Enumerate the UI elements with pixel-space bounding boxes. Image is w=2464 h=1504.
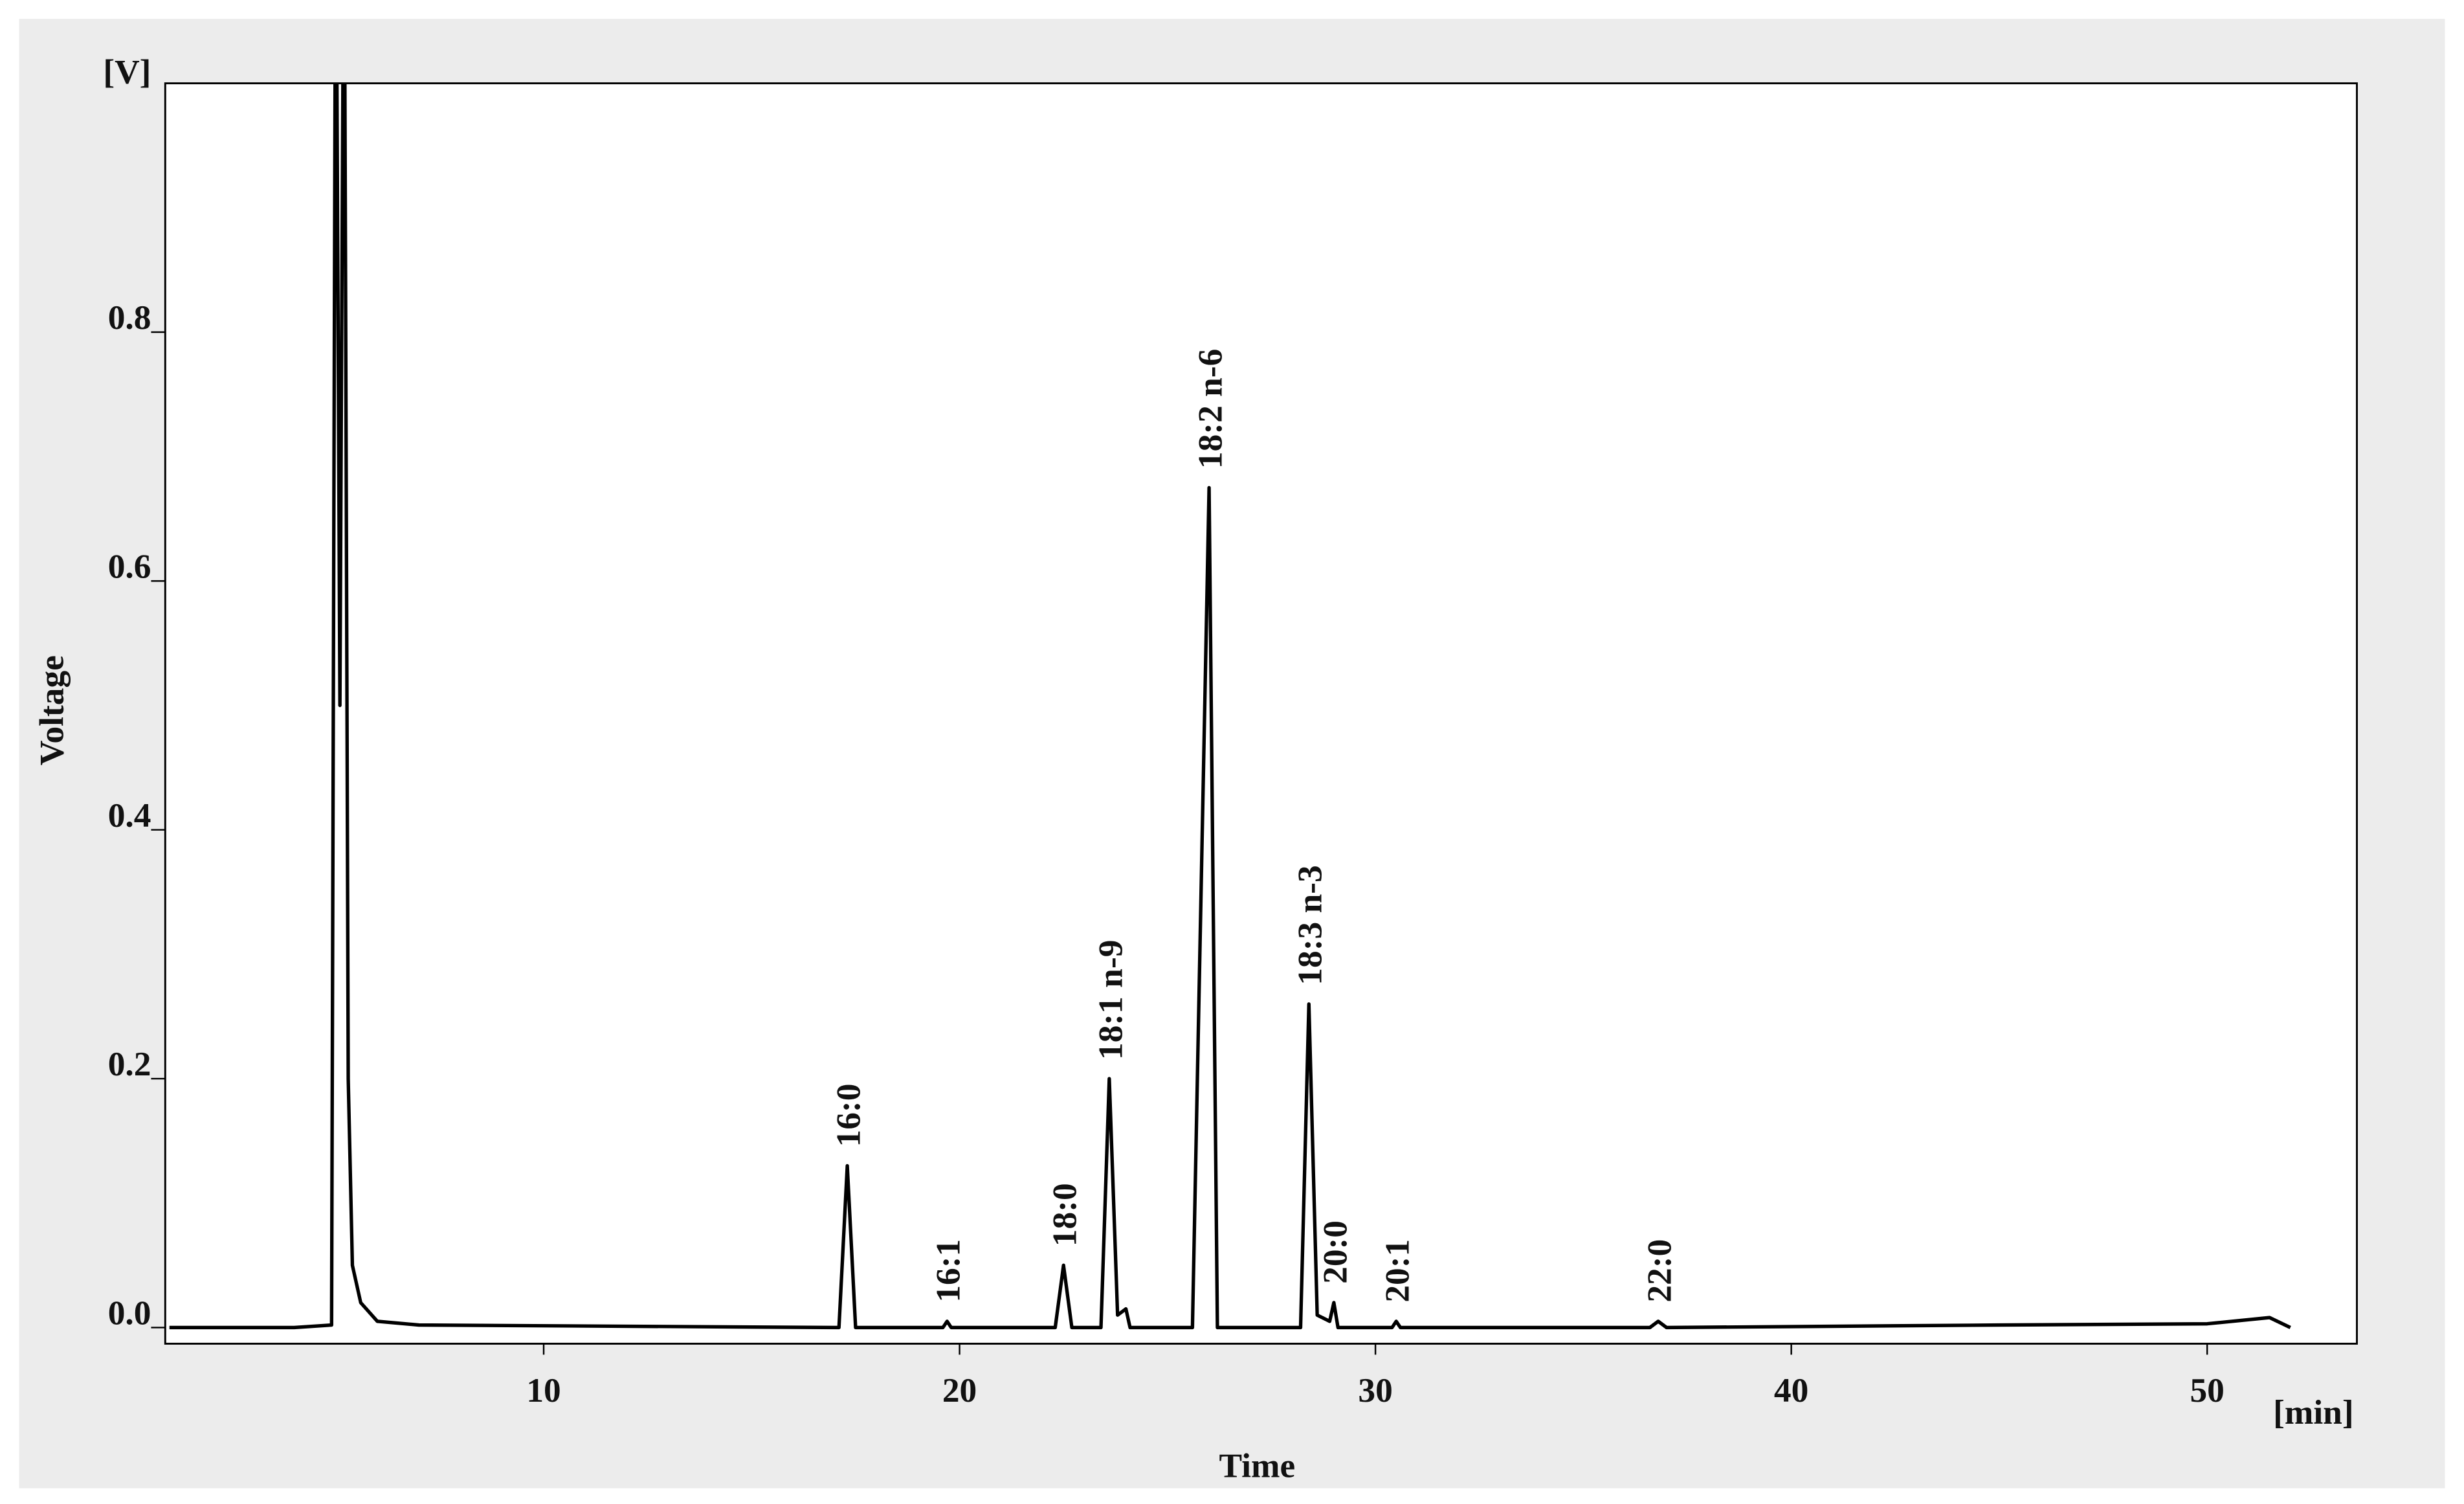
y-tick-label: 0.4: [108, 796, 151, 835]
peak-label: 22:0: [1639, 1239, 1678, 1303]
peak-label: 16:1: [929, 1239, 968, 1303]
y-tick-label: 0.2: [108, 1044, 151, 1083]
x-tick-label: 40: [1774, 1371, 1808, 1409]
peak-label: 18:3 n-3: [1291, 865, 1329, 985]
trace: [169, 83, 2291, 1330]
peak-label: 18:0: [1045, 1183, 1084, 1246]
peak-label: 18:2 n-6: [1191, 349, 1230, 469]
y-unit: [V]: [103, 52, 151, 91]
x-axis-title: Time: [1219, 1446, 1296, 1485]
peak-label: 18:1 n-9: [1091, 940, 1129, 1060]
y-axis-title: Voltage: [32, 655, 71, 765]
y-tick-label: 0.8: [108, 298, 151, 337]
peak-label: 20:0: [1315, 1220, 1354, 1284]
peak-label: 16:0: [828, 1084, 867, 1147]
x-tick-label: 50: [2190, 1371, 2224, 1409]
x-unit: [min]: [2273, 1393, 2354, 1431]
x-tick-label: 10: [526, 1371, 561, 1409]
x-tick-label: 30: [1358, 1371, 1392, 1409]
y-tick-label: 0.6: [108, 547, 151, 586]
x-tick-label: 20: [942, 1371, 977, 1409]
peak-label: 20:1: [1378, 1239, 1417, 1303]
plot-area: [164, 82, 2358, 1345]
y-tick-label: 0.0: [108, 1294, 151, 1332]
